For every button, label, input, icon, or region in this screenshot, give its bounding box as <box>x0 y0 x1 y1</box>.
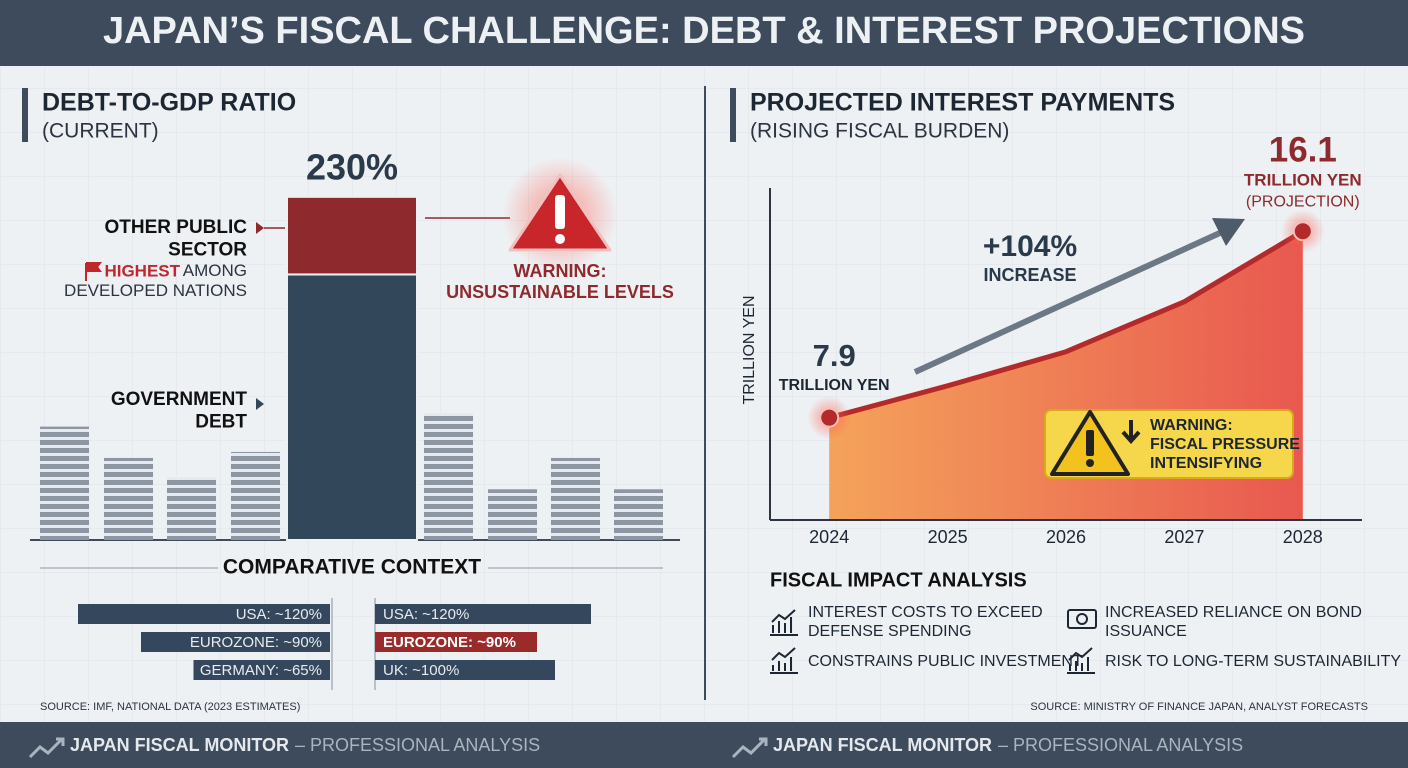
impact-item: INTEREST COSTS TO EXCEED DEFENSE SPENDING <box>808 604 1043 640</box>
bar-segment <box>286 273 418 541</box>
warning-icon-dot <box>555 234 565 244</box>
context-bar <box>424 413 473 540</box>
unit-label: TRILLION YEN <box>779 377 890 394</box>
trend-arrowhead <box>1212 218 1245 246</box>
bar-segment <box>286 195 418 276</box>
x-tick-label: 2024 <box>809 527 849 547</box>
comparison-bar <box>193 660 330 680</box>
warning-text: WARNING: FISCAL PRESSURE INTENSIFYING <box>1150 417 1300 472</box>
accent <box>22 88 28 142</box>
series-label: OTHER PUBLIC SECTOR <box>105 217 248 260</box>
impact-item: RISK TO LONG-TERM SUSTAINABILITY <box>1105 653 1401 670</box>
down-arrow <box>1121 420 1141 445</box>
change-note: INCREASE <box>983 265 1076 285</box>
section-title: COMPARATIVE CONTEXT <box>223 556 481 579</box>
comparison-label: USA: ~120% <box>236 606 322 623</box>
comparison-label: UK: ~100% <box>383 662 459 679</box>
tagline: – PROFESSIONAL ANALYSIS <box>295 735 540 755</box>
series-label: GOVERNMENT DEBT <box>111 389 248 432</box>
point <box>1292 221 1313 242</box>
value-label: 16.1 <box>1269 130 1337 169</box>
x-tick-label: 2025 <box>928 527 968 547</box>
footer-bar <box>0 722 1408 768</box>
warning-text: WARNING: UNSUSTAINABLE LEVELS <box>446 261 674 302</box>
tagline: – PROFESSIONAL ANALYSIS <box>998 735 1243 755</box>
footer-text: JAPAN FISCAL MONITOR – PROFESSIONAL ANALY… <box>70 735 540 755</box>
section-title: FISCAL IMPACT ANALYSIS <box>770 569 1027 591</box>
comparison-label: USA: ~120% <box>383 606 469 623</box>
comparison-label: EUROZONE: ~90% <box>190 634 322 651</box>
unit-label: TRILLION YEN <box>1244 171 1362 190</box>
x-tick-label: 2026 <box>1046 527 1086 547</box>
source: SOURCE: MINISTRY OF FINANCE JAPAN, ANALY… <box>1030 701 1368 713</box>
context-bar <box>167 477 216 540</box>
accent <box>730 88 736 142</box>
x-tick-label: 2028 <box>1283 527 1323 547</box>
comparison-bar <box>375 660 555 680</box>
change: +104% <box>983 230 1077 263</box>
page-title: JAPAN’S FISCAL CHALLENGE: DEBT & INTERES… <box>103 10 1305 52</box>
highlight: HIGHEST <box>104 261 180 280</box>
context-bar <box>231 451 280 540</box>
comparison-label: EUROZONE: ~90% <box>383 634 516 651</box>
x-tick-label: 2027 <box>1164 527 1204 547</box>
point <box>819 407 840 428</box>
value-label: 7.9 <box>813 338 856 373</box>
trend-arrow <box>913 229 1224 375</box>
icons <box>770 609 1097 674</box>
impact-item: INCREASED RELIANCE ON BOND ISSUANCE <box>1105 604 1362 640</box>
y-axis-label: TRILLION YEN <box>741 295 758 404</box>
context-bar <box>614 489 663 540</box>
flag-icon <box>85 262 102 281</box>
panel-subtitle: (RISING FISCAL BURDEN) <box>750 120 1009 143</box>
footer-icon <box>731 737 768 759</box>
warning-icon-mark <box>1086 430 1094 456</box>
note: (PROJECTION) <box>1246 193 1360 210</box>
footer-icon <box>28 737 65 759</box>
warning-icon-mark <box>555 195 565 229</box>
comparison-label: GERMANY: ~65% <box>200 662 322 679</box>
context-bar <box>104 457 153 540</box>
context-bar <box>551 457 600 540</box>
brand: JAPAN FISCAL MONITOR <box>70 735 289 755</box>
panel-title: PROJECTED INTEREST PAYMENTS <box>750 89 1175 117</box>
header-bar <box>0 0 1408 66</box>
comparison-bar <box>375 604 591 624</box>
pointer <box>256 222 264 234</box>
note: AMONG DEVELOPED NATIONS <box>64 261 247 300</box>
footer-text: JAPAN FISCAL MONITOR – PROFESSIONAL ANALY… <box>773 735 1243 755</box>
comparison-bar <box>375 632 537 652</box>
panel-subtitle: (CURRENT) <box>42 120 159 143</box>
comparison-bar <box>141 632 330 652</box>
context-bar <box>40 426 89 540</box>
comparison-bar <box>78 604 330 624</box>
brand: JAPAN FISCAL MONITOR <box>773 735 992 755</box>
context-bar <box>488 489 537 540</box>
panel-title: DEBT-TO-GDP RATIO <box>42 89 296 117</box>
total-label: 230% <box>306 146 398 187</box>
line <box>828 229 1305 421</box>
pointer <box>256 398 264 410</box>
warning-icon-dot <box>1086 459 1094 467</box>
source: SOURCE: IMF, NATIONAL DATA (2023 ESTIMAT… <box>40 701 300 713</box>
impact-item: CONSTRAINS PUBLIC INVESTMENT <box>808 653 1083 670</box>
